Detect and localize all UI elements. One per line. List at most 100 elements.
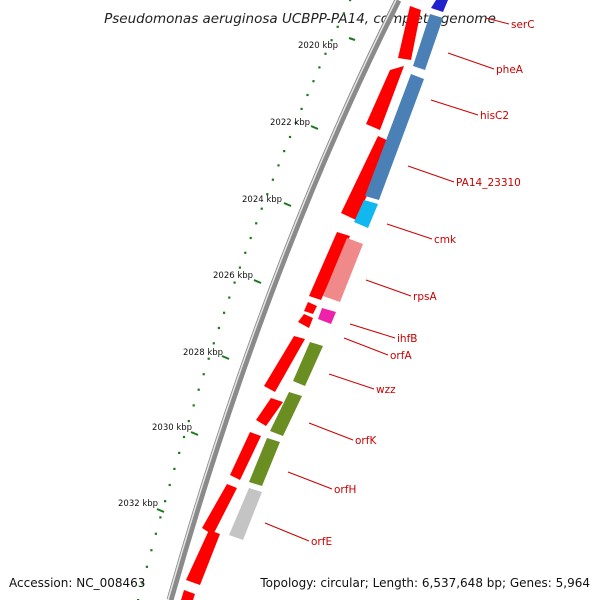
tick-dot <box>300 107 303 110</box>
tick-dot <box>207 357 210 360</box>
gene-orfH[interactable] <box>249 438 280 486</box>
tick-dot <box>173 467 176 470</box>
label-ihfB: ihfB <box>397 333 417 345</box>
topology-text: Topology: circular; Length: 6,537,648 bp… <box>259 576 590 590</box>
accession-text: Accession: NC_008463 <box>9 576 145 590</box>
tick-dot <box>342 12 345 15</box>
gene-arrow[interactable] <box>181 590 195 600</box>
label-PA14_23310: PA14_23310 <box>456 177 521 189</box>
tick-dot <box>145 565 148 568</box>
tick-dot <box>187 420 190 423</box>
tick-label-2022: 2022 kbp <box>270 118 310 128</box>
label-orfK: orfK <box>355 435 377 447</box>
callout-line <box>386 223 433 240</box>
tick-dot <box>249 236 252 240</box>
tick-dot <box>233 281 236 284</box>
genome-backbone <box>166 0 402 600</box>
callout-line <box>365 279 412 297</box>
gene-arrow[interactable] <box>256 398 283 426</box>
tick-dot <box>182 435 186 439</box>
gene-orfE[interactable] <box>229 488 262 540</box>
tick-dot <box>294 121 297 124</box>
tick-dot <box>277 164 280 167</box>
tick-dot <box>217 326 220 330</box>
tick-label-2028: 2028 kbp <box>183 348 223 358</box>
tick-dot <box>330 39 333 42</box>
gene-arrow[interactable] <box>366 66 404 130</box>
tick-dot <box>271 178 274 181</box>
callout-line <box>343 337 389 356</box>
tick-mark <box>348 37 356 41</box>
callout-line <box>430 99 479 116</box>
gene-arrow[interactable] <box>341 136 391 220</box>
tick-mark <box>156 508 165 513</box>
tick-dot <box>349 0 352 2</box>
tick-label-2024: 2024 kbp <box>242 195 282 205</box>
label-rpsA: rpsA <box>413 291 437 303</box>
label-orfH: orfH <box>334 484 356 496</box>
tick-dot <box>324 52 327 55</box>
callout-line <box>349 323 396 339</box>
tick-dot <box>192 404 195 407</box>
tick-mark <box>310 125 319 130</box>
gene-arrow[interactable] <box>398 6 421 60</box>
gene-ihfB[interactable] <box>318 308 336 324</box>
backbone-highlight <box>167 0 397 600</box>
tick-mark <box>221 355 230 360</box>
callout-line <box>308 422 354 441</box>
callout-line <box>407 165 455 183</box>
gene-arrow[interactable] <box>264 336 305 392</box>
map-title: Pseudomonas aeruginosa UCBPP-PA14, compl… <box>104 11 496 27</box>
tick-label-2020: 2020 kbp <box>298 41 338 51</box>
gene-orfK[interactable] <box>270 392 302 436</box>
forward-strand-genes <box>229 0 448 540</box>
callout-line <box>485 17 510 25</box>
callout-line <box>264 522 310 542</box>
tick-dot <box>244 251 247 254</box>
label-hisC2: hisC2 <box>480 110 509 122</box>
gene-hisC2[interactable] <box>365 74 424 200</box>
callout-line <box>447 52 495 70</box>
tick-dot <box>306 93 309 97</box>
label-cmk: cmk <box>434 234 457 246</box>
gene-arrow[interactable] <box>304 302 317 314</box>
tick-dot <box>266 193 269 196</box>
kbp-ticks: 2020 kbp 2022 kbp 2024 kbp 2026 kbp 2028… <box>118 37 356 513</box>
gene-arrow[interactable] <box>202 484 237 535</box>
gene-pheA[interactable] <box>413 14 443 70</box>
tick-label-2032: 2032 kbp <box>118 499 158 509</box>
gene-cmk[interactable] <box>354 200 378 228</box>
tick-label-2026: 2026 kbp <box>213 271 253 281</box>
tick-dot <box>255 222 258 225</box>
gene-rpsA[interactable] <box>323 238 363 302</box>
tick-dot <box>164 500 167 503</box>
label-pheA: pheA <box>496 64 524 76</box>
gene-arrow[interactable] <box>298 314 313 328</box>
tick-dot <box>312 80 315 83</box>
tick-mark <box>190 431 199 436</box>
tick-ring <box>137 0 352 600</box>
gene-arrow[interactable] <box>186 530 220 585</box>
tick-dot <box>154 532 157 535</box>
tick-dot <box>202 373 205 376</box>
label-wzz: wzz <box>376 384 396 396</box>
tick-dot <box>223 311 226 314</box>
tick-dot <box>336 25 339 28</box>
tick-mark <box>283 202 292 207</box>
tick-dot <box>212 342 215 345</box>
tick-dot <box>288 135 292 139</box>
reverse-strand-genes <box>181 6 421 600</box>
gene-arrow[interactable] <box>309 232 350 300</box>
tick-dot <box>178 451 181 454</box>
tick-dot <box>318 66 321 69</box>
label-orfA: orfA <box>390 350 412 362</box>
tick-dot <box>238 266 241 269</box>
tick-mark <box>253 279 262 284</box>
tick-dot <box>168 483 171 487</box>
tick-dot <box>150 549 153 552</box>
tick-dot <box>228 296 231 299</box>
gene-wzz[interactable] <box>293 342 323 386</box>
gene-arrow[interactable] <box>230 432 261 480</box>
gene-serC[interactable] <box>431 0 448 12</box>
